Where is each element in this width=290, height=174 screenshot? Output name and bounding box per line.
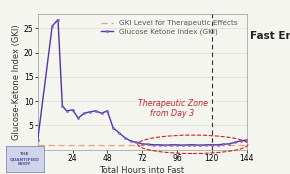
Line: Glucose Ketone Index (GKI): Glucose Ketone Index (GKI) — [37, 19, 248, 147]
Glucose Ketone Index (GKI) — [50, 25, 54, 27]
Glucose Ketone Index (GKI) — [61, 105, 64, 107]
Glucose Ketone Index (GKI) — [239, 140, 242, 142]
Glucose Ketone Index (GKI) — [227, 143, 231, 145]
Glucose Ketone Index (GKI) — [88, 111, 92, 113]
Glucose Ketone Index (GKI) — [135, 141, 138, 143]
Glucose Ketone Index (GKI) — [245, 139, 248, 141]
Glucose Ketone Index (GKI) — [36, 139, 39, 141]
Glucose Ketone Index (GKI) — [94, 110, 97, 112]
Glucose Ketone Index (GKI) — [222, 143, 225, 145]
Text: THE
QUANTIFIED
BODY: THE QUANTIFIED BODY — [10, 152, 40, 166]
Glucose Ketone Index (GKI) — [198, 144, 202, 146]
Text: Therapeutic Zone
from Day 3: Therapeutic Zone from Day 3 — [137, 99, 208, 118]
Glucose Ketone Index (GKI) — [77, 117, 80, 119]
Legend: GKI Level for Therapeutic Effects, Glucose Ketone Index (GKI): GKI Level for Therapeutic Effects, Gluco… — [100, 19, 239, 36]
Glucose Ketone Index (GKI) — [146, 143, 150, 145]
Glucose Ketone Index (GKI) — [82, 112, 86, 114]
Text: Fast End: Fast End — [250, 31, 290, 41]
Glucose Ketone Index (GKI) — [233, 141, 237, 143]
Glucose Ketone Index (GKI) — [204, 144, 208, 146]
GKI Level for Therapeutic Effects — [36, 144, 39, 146]
Glucose Ketone Index (GKI) — [71, 109, 74, 111]
Glucose Ketone Index (GKI) — [111, 127, 115, 129]
Y-axis label: Glucose-Ketone Index (GKI): Glucose-Ketone Index (GKI) — [12, 24, 21, 140]
Glucose Ketone Index (GKI) — [65, 110, 68, 112]
Glucose Ketone Index (GKI) — [106, 110, 109, 112]
Glucose Ketone Index (GKI) — [140, 143, 144, 145]
Glucose Ketone Index (GKI) — [181, 144, 184, 146]
Glucose Ketone Index (GKI) — [117, 132, 121, 134]
GKI Level for Therapeutic Effects — [37, 144, 41, 146]
Glucose Ketone Index (GKI) — [152, 144, 155, 146]
Glucose Ketone Index (GKI) — [169, 144, 173, 146]
Glucose Ketone Index (GKI) — [129, 140, 132, 142]
Glucose Ketone Index (GKI) — [158, 144, 161, 146]
Glucose Ketone Index (GKI) — [164, 144, 167, 146]
Glucose Ketone Index (GKI) — [210, 144, 213, 146]
X-axis label: Total Hours into Fast: Total Hours into Fast — [99, 166, 185, 174]
Glucose Ketone Index (GKI) — [193, 144, 196, 146]
Glucose Ketone Index (GKI) — [100, 112, 103, 114]
Glucose Ketone Index (GKI) — [175, 144, 179, 146]
Glucose Ketone Index (GKI) — [123, 136, 126, 139]
Glucose Ketone Index (GKI) — [187, 144, 190, 146]
Glucose Ketone Index (GKI) — [56, 19, 60, 21]
Glucose Ketone Index (GKI) — [216, 144, 219, 146]
